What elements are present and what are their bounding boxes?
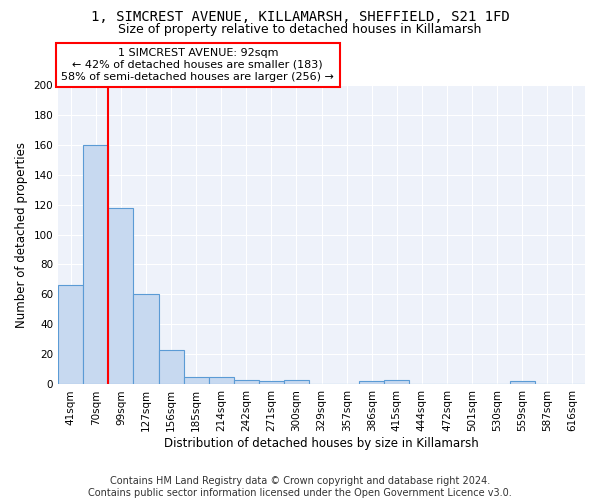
- Bar: [359, 382, 385, 384]
- Y-axis label: Number of detached properties: Number of detached properties: [15, 142, 28, 328]
- Bar: [234, 380, 259, 384]
- Bar: [83, 144, 109, 384]
- Bar: [109, 208, 133, 384]
- Text: Contains HM Land Registry data © Crown copyright and database right 2024.
Contai: Contains HM Land Registry data © Crown c…: [88, 476, 512, 498]
- Bar: [510, 382, 535, 384]
- X-axis label: Distribution of detached houses by size in Killamarsh: Distribution of detached houses by size …: [164, 437, 479, 450]
- Bar: [58, 286, 83, 384]
- Bar: [259, 382, 284, 384]
- Bar: [209, 377, 234, 384]
- Text: 1, SIMCREST AVENUE, KILLAMARSH, SHEFFIELD, S21 1FD: 1, SIMCREST AVENUE, KILLAMARSH, SHEFFIEL…: [91, 10, 509, 24]
- Bar: [158, 350, 184, 384]
- Text: 1 SIMCREST AVENUE: 92sqm
← 42% of detached houses are smaller (183)
58% of semi-: 1 SIMCREST AVENUE: 92sqm ← 42% of detach…: [61, 48, 334, 82]
- Bar: [184, 377, 209, 384]
- Text: Size of property relative to detached houses in Killamarsh: Size of property relative to detached ho…: [118, 22, 482, 36]
- Bar: [284, 380, 309, 384]
- Bar: [133, 294, 158, 384]
- Bar: [385, 380, 409, 384]
